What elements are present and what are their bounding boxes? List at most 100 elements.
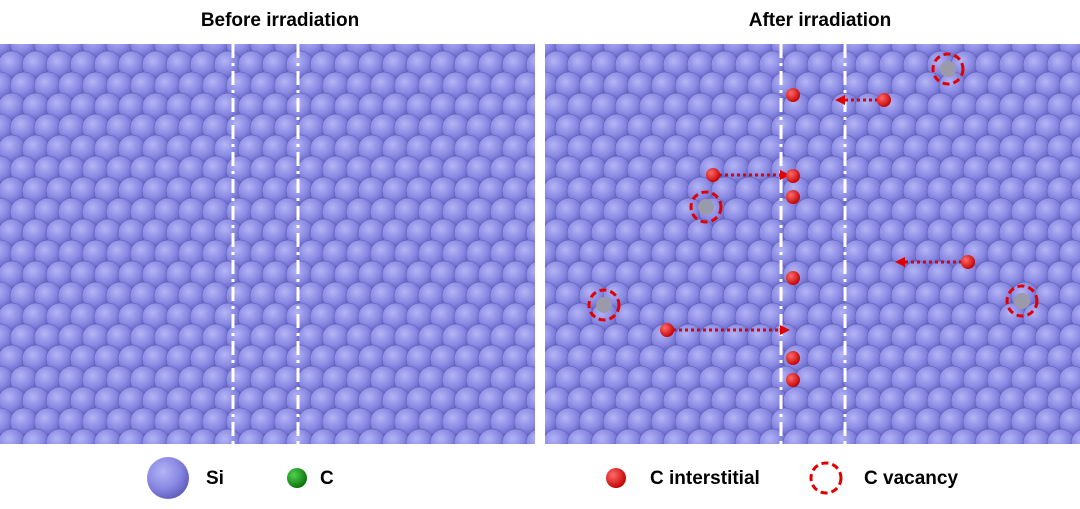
si-atom <box>106 450 134 478</box>
legend: Si C C interstitial C vacancy <box>147 457 958 499</box>
c-atom <box>533 49 535 57</box>
c-atom <box>546 27 557 38</box>
si-atom <box>466 450 494 478</box>
c-atom <box>923 27 934 38</box>
si-atom <box>1047 9 1075 37</box>
c-atom <box>42 447 53 458</box>
si-atom <box>1023 9 1051 37</box>
c-atom <box>546 447 557 458</box>
c-atom <box>378 27 389 38</box>
c-atom <box>803 447 814 458</box>
c-atom <box>731 27 742 38</box>
c-atom <box>635 447 646 458</box>
c-atom <box>258 447 269 458</box>
c-atom <box>162 27 173 38</box>
si-atom <box>382 9 410 37</box>
si-atom <box>771 450 799 478</box>
c-atom <box>438 468 449 479</box>
si-atom <box>1071 9 1080 37</box>
c-interstitial <box>786 88 800 102</box>
si-atom <box>34 450 62 478</box>
si-atom <box>795 450 823 478</box>
si-atom <box>0 9 26 37</box>
c-atom <box>186 447 197 458</box>
c-atom <box>426 447 437 458</box>
si-atom <box>490 450 518 478</box>
c-interstitial <box>877 93 891 107</box>
c-atom <box>1067 447 1078 458</box>
si-atom <box>507 450 535 478</box>
si-atom <box>525 303 535 331</box>
si-atom <box>1070 429 1080 444</box>
si-atom <box>370 450 398 478</box>
si-atom <box>418 450 446 478</box>
c-atom <box>533 217 535 225</box>
c-atom <box>533 385 535 393</box>
c-atom <box>923 447 934 458</box>
si-atom <box>82 450 110 478</box>
legend-label: C <box>320 468 334 489</box>
c-atom <box>114 447 125 458</box>
c-atom <box>947 447 958 458</box>
c-atom <box>282 447 293 458</box>
c-atom <box>0 27 5 38</box>
c-atom <box>354 447 365 458</box>
si-atom <box>22 9 50 37</box>
si-atom <box>166 9 194 37</box>
c-atom <box>1031 468 1042 479</box>
si-atom <box>579 450 607 478</box>
c-atom <box>426 27 437 38</box>
c-interstitial <box>660 323 674 337</box>
si-atom <box>1070 219 1080 247</box>
c-atom <box>42 27 53 38</box>
si-atom <box>525 135 535 163</box>
si-atom <box>543 9 571 37</box>
si-atom <box>525 177 535 205</box>
c-atom <box>575 468 586 479</box>
si-atom <box>1035 450 1063 478</box>
c-atom <box>90 27 101 38</box>
c-atom <box>162 447 173 458</box>
c-atom <box>102 468 113 479</box>
legend-label: Si <box>206 468 224 489</box>
c-atom <box>522 447 533 458</box>
c-atom <box>462 468 473 479</box>
c-atom <box>1043 447 1054 458</box>
c-atom <box>533 427 535 435</box>
c-atom <box>498 27 509 38</box>
si-atom <box>975 9 1003 37</box>
c-atom <box>234 447 245 458</box>
c-atom <box>587 27 598 38</box>
si-atom <box>478 9 506 37</box>
si-atom <box>1070 387 1080 415</box>
c-atom <box>534 468 545 479</box>
si-atom <box>525 387 535 415</box>
c-atom <box>138 447 149 458</box>
si-atom <box>1059 450 1080 478</box>
c-atom <box>611 447 622 458</box>
c-atom <box>533 175 535 183</box>
vacancy-site <box>940 61 956 77</box>
c-atom <box>551 468 562 479</box>
c-atom <box>1043 27 1054 38</box>
legend-label: C interstitial <box>650 468 760 489</box>
c-atom <box>138 27 149 38</box>
c-atom <box>570 447 581 458</box>
si-atom <box>430 9 458 37</box>
si-atom <box>394 450 422 478</box>
arrow-head <box>780 325 790 335</box>
c-atom <box>330 447 341 458</box>
si-atom <box>0 9 2 37</box>
si-atom <box>591 9 619 37</box>
si-atom <box>567 9 595 37</box>
si-atom <box>0 450 14 478</box>
c-interstitial <box>786 271 800 285</box>
si-atom <box>525 219 535 247</box>
c-atom <box>755 447 766 458</box>
si-atom <box>531 450 559 478</box>
c-vacancy <box>931 52 965 86</box>
vacancy-site <box>596 297 612 313</box>
si-atom <box>963 450 991 478</box>
c-atom <box>899 447 910 458</box>
